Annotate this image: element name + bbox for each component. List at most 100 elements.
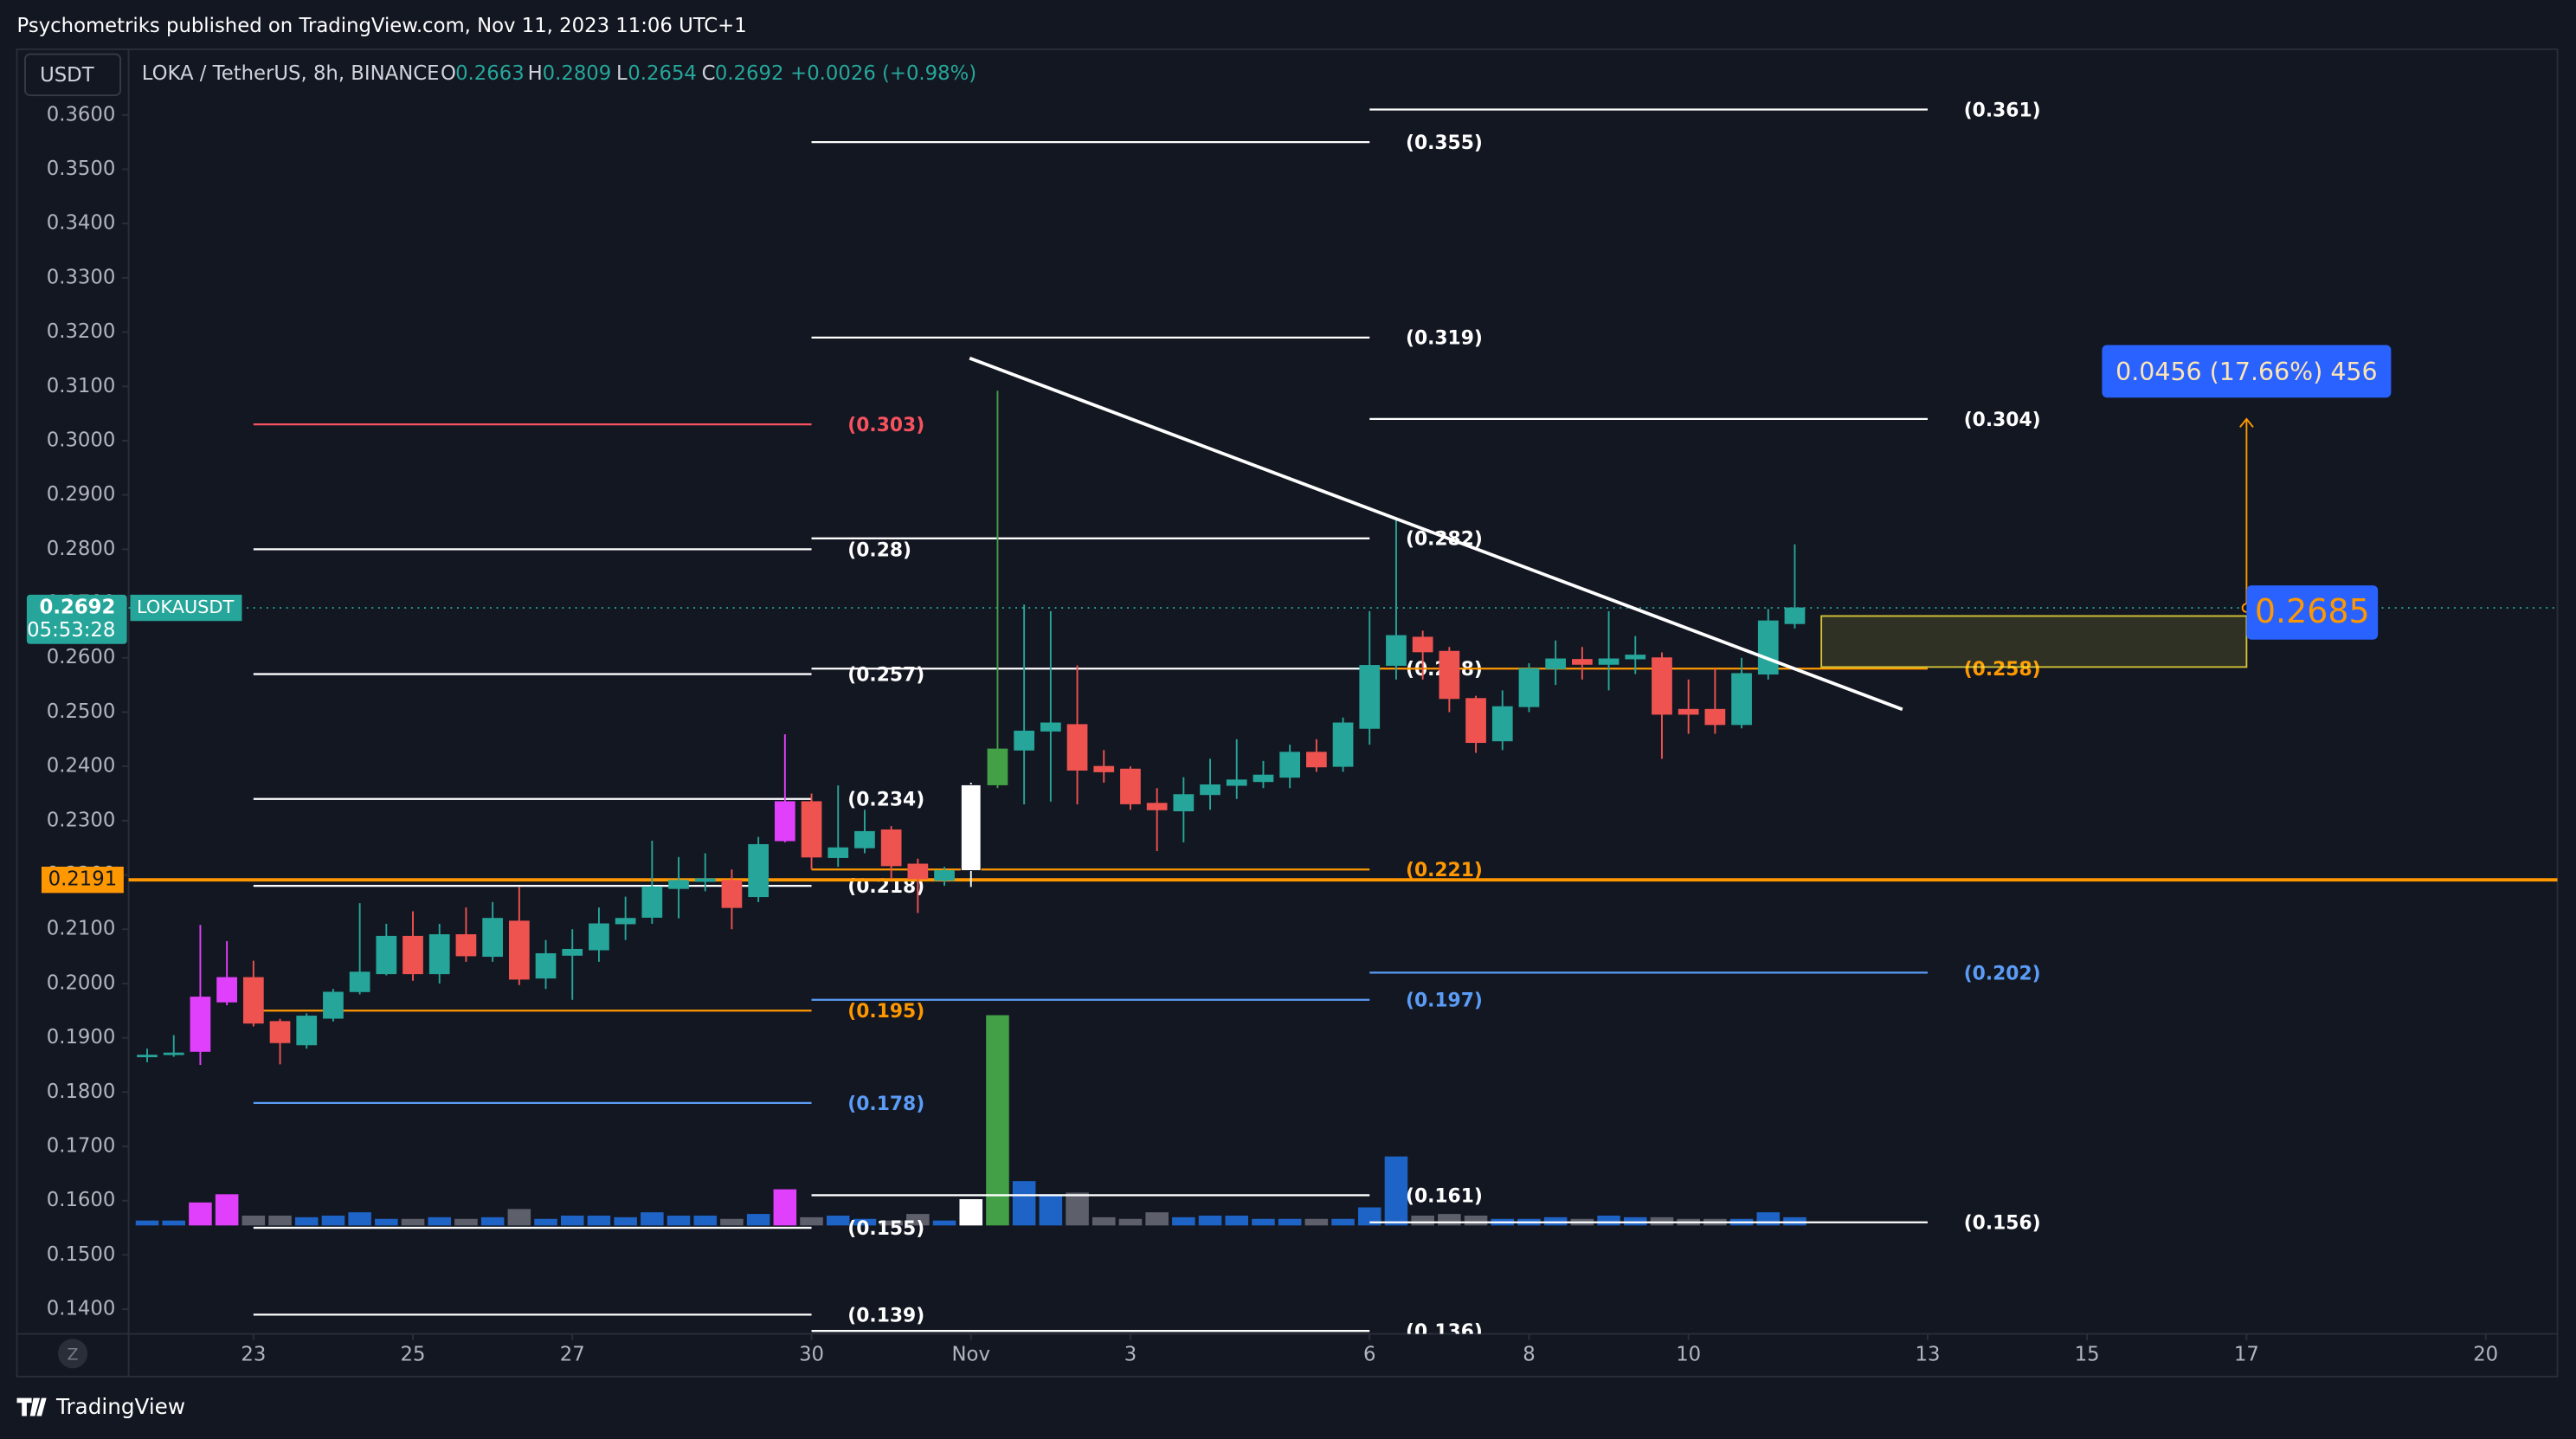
volume-bar (1092, 1216, 1116, 1226)
x-tick-label: 17 (2234, 1344, 2259, 1366)
volume-bar (1252, 1218, 1275, 1226)
candle-body (854, 830, 875, 849)
symbol: LOKA / TetherUS, 8h, BINANCE (142, 62, 440, 85)
volume-bar (189, 1202, 212, 1226)
volume-bar (693, 1215, 718, 1226)
zoom-button[interactable] (57, 1339, 88, 1369)
volume-bar (560, 1215, 584, 1226)
ohlc-value: 0.2809 (543, 62, 612, 85)
volume-bar (1357, 1207, 1381, 1226)
candle-body (1545, 658, 1567, 669)
candle-body (934, 870, 955, 881)
x-tick-label: 15 (2075, 1344, 2100, 1366)
candle-body (428, 934, 450, 975)
level-label: (0.361) (1964, 100, 2041, 121)
zoom-label[interactable]: Z (68, 1345, 79, 1365)
candle-body (987, 748, 1008, 785)
candle-body (1491, 706, 1513, 742)
volume-bar (135, 1220, 159, 1226)
candle-body (1625, 655, 1646, 660)
candle-body (1731, 673, 1752, 726)
y-tick-label: 0.1900 (47, 1026, 116, 1049)
x-tick-label: 27 (560, 1344, 585, 1366)
level-label: (0.28) (847, 539, 911, 561)
volume-bar (1597, 1215, 1620, 1226)
y-tick-label: 0.3600 (47, 103, 116, 126)
publish-note: Psychometriks published on TradingView.c… (17, 15, 747, 37)
volume-bar (826, 1215, 850, 1226)
measure-box (2102, 345, 2392, 398)
volume-bar (667, 1215, 691, 1226)
currency-box[interactable] (24, 53, 121, 96)
volume-bar (986, 1015, 1009, 1226)
measure-label: 0.0456 (17.66%) 456 (2116, 358, 2377, 386)
candle-body (535, 952, 557, 979)
candle-body (163, 1052, 184, 1055)
x-tick-label: 3 (1124, 1344, 1137, 1366)
candle-body (615, 918, 636, 925)
candle-body (1226, 779, 1247, 786)
candle-body (508, 920, 530, 980)
level-label: (0.234) (847, 790, 924, 811)
volume-bar (534, 1218, 557, 1226)
volume-bar (1012, 1181, 1036, 1226)
volume-bar (1278, 1218, 1302, 1226)
x-tick-label: 20 (2473, 1344, 2498, 1366)
candle-body (1146, 803, 1168, 810)
volume-bar (959, 1199, 983, 1226)
candle-body (880, 829, 902, 867)
ticker: LOKAUSDT (137, 597, 234, 617)
last-price: 0.2692 (40, 597, 116, 619)
price-box (2246, 585, 2379, 640)
volume-bar (1331, 1218, 1355, 1226)
y-tick-label: 0.3100 (47, 375, 116, 397)
level-label: (0.319) (1406, 328, 1483, 350)
candle-body (1014, 730, 1035, 751)
candle-body (641, 886, 663, 918)
volume-bar (587, 1215, 611, 1226)
candle-body (1279, 752, 1301, 778)
candle-body (1120, 768, 1141, 804)
candle-body (190, 997, 211, 1052)
candle-body (1465, 698, 1486, 744)
candle-body (1784, 607, 1806, 624)
ohlc-label: L (616, 62, 628, 85)
level-label: (0.155) (847, 1218, 924, 1240)
volume-bar (1145, 1212, 1169, 1226)
y-tick-label: 0.2900 (47, 483, 116, 506)
ohlc-value: 0.2663 (455, 62, 525, 85)
level-label: (0.304) (1964, 410, 2041, 431)
price-label: 0.2685 (2255, 592, 2370, 630)
volume-bar (480, 1216, 505, 1226)
currency[interactable]: USDT (40, 64, 94, 87)
zone (1820, 615, 2248, 668)
candle-body (1412, 636, 1433, 653)
level-label: (0.161) (1406, 1185, 1483, 1207)
volume-bar (507, 1209, 531, 1226)
volume-bar (1198, 1215, 1222, 1226)
y-tick-label: 0.2100 (47, 918, 116, 940)
ohlc-value: 0.2654 (628, 62, 697, 85)
y-tick-label: 0.2800 (47, 538, 116, 560)
candle-body (1359, 665, 1381, 729)
volume-bar (853, 1218, 877, 1226)
candle-body (1332, 722, 1354, 767)
candle-body (1652, 657, 1672, 715)
candle-body (137, 1055, 158, 1058)
x-tick-label: 8 (1523, 1344, 1535, 1366)
volume-bar (1438, 1214, 1461, 1226)
level-label: (0.139) (847, 1305, 924, 1326)
candle-body (402, 935, 423, 975)
level-label: (0.197) (1406, 991, 1483, 1012)
ticker-box (130, 594, 242, 622)
plot-area: (0.303)(0.28)(0.257)(0.234)(0.218)(0.195… (128, 100, 2558, 1334)
candle-body (1386, 635, 1407, 667)
candle-body (1678, 708, 1699, 715)
candle-body (748, 843, 769, 898)
candle-body (801, 801, 822, 858)
volume-bar (1172, 1216, 1195, 1226)
candle-body (589, 923, 609, 951)
